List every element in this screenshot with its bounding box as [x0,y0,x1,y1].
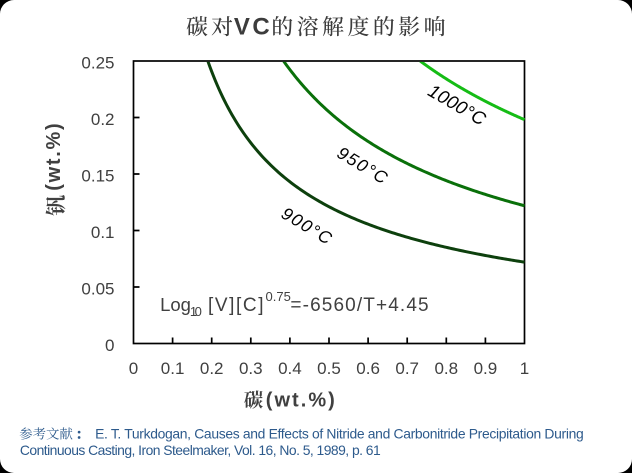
svg-text:0.1: 0.1 [91,223,115,242]
svg-text:0.2: 0.2 [200,359,224,378]
svg-text:0.8: 0.8 [434,359,458,378]
svg-text:10: 10 [190,304,202,319]
svg-text:0.15: 0.15 [81,167,114,186]
svg-text:E. T. Turkdogan, Causes and Ef: E. T. Turkdogan, Causes and Effects of N… [95,426,584,442]
svg-text:0.3: 0.3 [239,359,263,378]
svg-text:0.7: 0.7 [395,359,419,378]
svg-text:0.2: 0.2 [91,110,115,129]
svg-text:0: 0 [105,336,114,355]
svg-text:0.25: 0.25 [81,54,114,73]
svg-text:1: 1 [520,359,529,378]
svg-text:Log: Log [160,294,191,315]
svg-text:0.5: 0.5 [317,359,341,378]
svg-text:(wt.%): (wt.%) [43,123,65,190]
svg-text:=-6560/T+4.45: =-6560/T+4.45 [290,295,428,316]
svg-text:VC: VC [234,14,270,41]
svg-text:0.6: 0.6 [356,359,380,378]
svg-text:0.4: 0.4 [278,359,302,378]
svg-text:Continuous Casting, Iron Steel: Continuous Casting, Iron Steelmaker, Vol… [20,442,381,458]
svg-text:(wt.%): (wt.%) [266,390,335,412]
svg-text:0.9: 0.9 [474,359,498,378]
svg-text:0: 0 [129,359,138,378]
svg-text:[V][C]: [V][C] [208,295,264,316]
svg-text:0.05: 0.05 [81,280,114,299]
svg-text:0.1: 0.1 [161,359,185,378]
svg-text:0.75: 0.75 [266,289,291,304]
